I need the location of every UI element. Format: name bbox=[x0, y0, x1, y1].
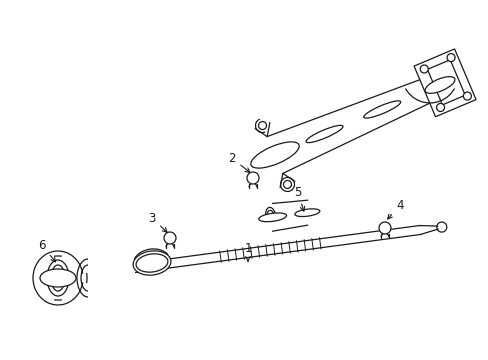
Circle shape bbox=[419, 65, 427, 73]
Ellipse shape bbox=[305, 125, 342, 143]
Text: 2: 2 bbox=[228, 152, 249, 172]
Ellipse shape bbox=[363, 101, 400, 118]
Ellipse shape bbox=[258, 213, 286, 222]
Circle shape bbox=[163, 232, 176, 244]
Text: 3: 3 bbox=[148, 212, 167, 232]
Text: 6: 6 bbox=[38, 239, 55, 262]
Ellipse shape bbox=[294, 209, 319, 216]
Circle shape bbox=[246, 172, 259, 184]
Circle shape bbox=[378, 222, 390, 234]
Ellipse shape bbox=[424, 77, 454, 93]
Circle shape bbox=[463, 92, 470, 100]
Ellipse shape bbox=[250, 142, 299, 168]
Circle shape bbox=[446, 54, 454, 62]
Text: 1: 1 bbox=[244, 242, 251, 261]
Text: 5: 5 bbox=[294, 185, 304, 211]
Circle shape bbox=[258, 122, 266, 130]
Text: 4: 4 bbox=[387, 198, 403, 219]
Ellipse shape bbox=[138, 255, 165, 271]
Polygon shape bbox=[427, 60, 464, 105]
Ellipse shape bbox=[133, 251, 170, 275]
Polygon shape bbox=[413, 49, 475, 117]
Ellipse shape bbox=[256, 145, 293, 165]
Ellipse shape bbox=[40, 269, 76, 287]
Ellipse shape bbox=[47, 260, 69, 296]
Circle shape bbox=[436, 103, 444, 112]
Ellipse shape bbox=[51, 265, 65, 291]
Circle shape bbox=[283, 180, 291, 188]
Ellipse shape bbox=[136, 254, 167, 272]
